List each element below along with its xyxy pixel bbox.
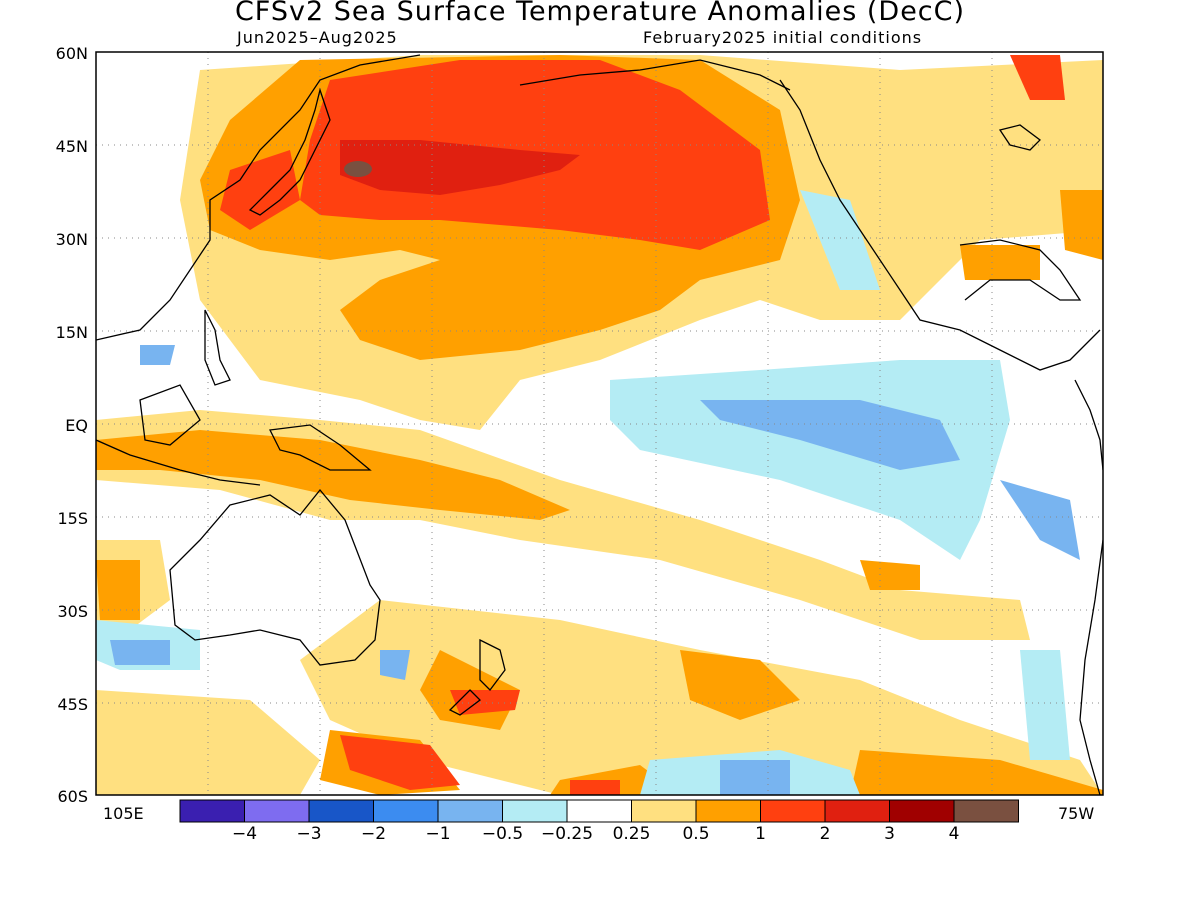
- colorbar-tick-label: −0.5: [481, 824, 524, 844]
- japan-coast: [248, 87, 331, 216]
- philippines-coast: [204, 309, 231, 386]
- colorbar-tick-label: −3: [296, 824, 322, 844]
- coastlines: [96, 54, 1103, 795]
- lat-label-eq: EQ: [65, 416, 88, 435]
- colorbar-swatch: [502, 799, 568, 823]
- colorbar-swatch: [760, 799, 826, 823]
- asia-coast: [96, 54, 421, 341]
- colorbar-swatch: [373, 799, 439, 823]
- colorbar-swatch: [824, 799, 890, 823]
- gulf-coast: [959, 239, 1082, 301]
- lat-label-60n: 60N: [55, 44, 88, 63]
- colorbar-tick-label: 0.25: [612, 824, 651, 844]
- lat-label-30n: 30N: [55, 230, 88, 249]
- map-title: CFSv2 Sea Surface Temperature Anomalies …: [234, 0, 966, 27]
- colorbar-swatch: [244, 799, 310, 823]
- colorbar-tick-label: −2: [360, 824, 387, 844]
- great-lakes-coast: [998, 124, 1041, 151]
- sumatra-java-coast: [96, 439, 261, 486]
- new-guinea-coast: [269, 424, 372, 471]
- colorbar-swatch: [179, 799, 245, 823]
- lat-label-15n: 15N: [55, 323, 88, 342]
- colorbar-tick-label: −1: [425, 824, 451, 844]
- chile-coast: [1079, 539, 1103, 795]
- australia-coast: [169, 488, 381, 666]
- new-zealand-south-coast: [448, 689, 481, 716]
- colorbar-tick-label: 2: [819, 824, 831, 844]
- colorbar-swatch: [889, 799, 955, 823]
- colorbar-swatch: [308, 799, 374, 823]
- colorbar: [179, 799, 1019, 823]
- lat-label-45s: 45S: [57, 695, 88, 714]
- south-america-coast: [1074, 379, 1103, 471]
- colorbar-tick-label: −4: [231, 824, 258, 844]
- lon-label-left: 105E: [103, 804, 144, 823]
- colorbar-swatch: [953, 799, 1019, 823]
- north-america-coast: [779, 79, 1101, 371]
- colorbar-tick-label: 4: [948, 824, 960, 844]
- initial-conditions: February2025 initial conditions: [643, 28, 923, 47]
- colorbar-tick-label: 0.5: [682, 824, 710, 844]
- anomaly-field: [96, 52, 1103, 795]
- colorbar-swatch: [437, 799, 503, 823]
- colorbar-swatch: [631, 799, 697, 823]
- lon-label-right: 75W: [1058, 804, 1095, 823]
- forecast-period: Jun2025–Aug2025: [237, 28, 398, 47]
- lat-label-30s: 30S: [57, 602, 88, 621]
- lat-label-60s: 60S: [57, 787, 88, 806]
- lat-label-15s: 15S: [57, 509, 88, 528]
- new-zealand-coast: [479, 638, 506, 691]
- alaska-coast: [519, 59, 791, 91]
- map-frame: [95, 51, 1104, 796]
- borneo-coast: [139, 384, 201, 446]
- colorbar-swatch: [695, 799, 761, 823]
- colorbar-tick-label: 1: [755, 824, 766, 844]
- colorbar-swatch: [566, 799, 632, 823]
- lat-label-45n: 45N: [55, 137, 88, 156]
- colorbar-tick-label: −0.25: [540, 824, 594, 844]
- colorbar-tick-label: 3: [884, 824, 895, 844]
